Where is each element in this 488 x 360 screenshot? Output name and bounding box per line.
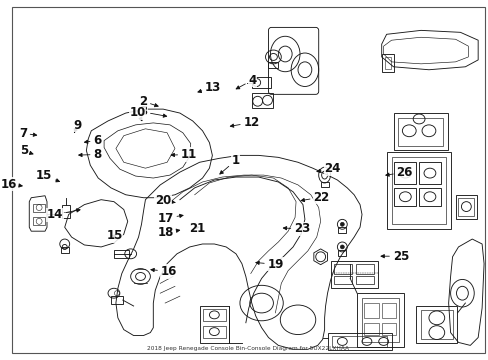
Text: 24: 24 xyxy=(316,162,340,175)
Text: 10: 10 xyxy=(129,106,145,121)
Text: 12: 12 xyxy=(230,116,259,129)
Bar xyxy=(455,195,476,219)
Bar xyxy=(355,264,373,274)
Bar xyxy=(458,198,473,216)
Text: 26: 26 xyxy=(385,166,412,179)
Text: 21: 21 xyxy=(189,222,205,235)
Bar xyxy=(202,309,225,321)
Text: 15: 15 xyxy=(106,229,122,243)
Bar xyxy=(33,204,45,212)
Bar xyxy=(330,261,377,288)
Text: 6: 6 xyxy=(84,134,102,147)
Bar xyxy=(384,57,390,69)
Bar xyxy=(320,182,328,187)
Text: 5: 5 xyxy=(20,144,33,157)
Bar xyxy=(391,157,445,224)
Bar xyxy=(334,276,351,284)
Bar xyxy=(363,323,378,334)
Bar xyxy=(111,296,122,304)
Text: 25: 25 xyxy=(380,250,408,263)
Text: 18: 18 xyxy=(157,226,179,239)
Bar xyxy=(381,54,393,72)
Text: 9: 9 xyxy=(73,118,81,132)
Bar xyxy=(356,293,404,347)
Bar xyxy=(61,247,68,253)
Text: 11: 11 xyxy=(171,148,197,161)
Ellipse shape xyxy=(340,245,344,249)
Bar xyxy=(61,204,69,219)
Bar xyxy=(199,306,229,343)
Bar xyxy=(327,333,391,350)
Bar xyxy=(386,152,449,229)
Bar xyxy=(381,323,396,334)
Text: 2018 Jeep Renegade Console Bin-Console Diagram for 5UX22LXHAA: 2018 Jeep Renegade Console Bin-Console D… xyxy=(147,346,348,351)
Text: 7: 7 xyxy=(19,127,37,140)
Bar xyxy=(268,62,278,68)
Text: 13: 13 xyxy=(198,81,221,94)
Bar xyxy=(394,188,415,206)
Text: 16: 16 xyxy=(1,178,22,191)
Text: 4: 4 xyxy=(236,73,256,89)
Bar xyxy=(355,276,373,284)
Bar xyxy=(418,188,440,206)
Text: 23: 23 xyxy=(283,222,310,235)
Bar xyxy=(398,118,442,145)
Text: 8: 8 xyxy=(79,148,102,161)
Bar xyxy=(33,217,45,225)
Text: 2: 2 xyxy=(139,95,158,108)
Ellipse shape xyxy=(340,222,344,226)
Text: 17: 17 xyxy=(157,212,183,225)
Bar xyxy=(363,303,378,318)
Text: 3: 3 xyxy=(139,105,166,118)
Text: 20: 20 xyxy=(155,194,175,207)
Text: 22: 22 xyxy=(301,190,329,203)
Bar xyxy=(420,310,452,339)
Bar xyxy=(338,250,346,256)
Bar xyxy=(338,227,346,233)
Bar xyxy=(415,306,457,343)
Bar xyxy=(381,303,396,318)
Text: 15: 15 xyxy=(36,169,60,182)
Bar xyxy=(394,162,415,184)
Bar xyxy=(332,336,386,347)
Bar xyxy=(202,326,225,338)
Bar xyxy=(114,250,128,258)
Bar xyxy=(361,298,399,342)
Bar xyxy=(418,162,440,184)
Text: 14: 14 xyxy=(46,208,80,221)
Text: 19: 19 xyxy=(255,258,284,271)
Bar xyxy=(393,113,447,150)
Text: 16: 16 xyxy=(151,265,177,278)
Bar xyxy=(334,264,351,274)
Bar xyxy=(251,93,273,108)
Bar xyxy=(251,77,271,89)
Text: 1: 1 xyxy=(220,154,239,174)
